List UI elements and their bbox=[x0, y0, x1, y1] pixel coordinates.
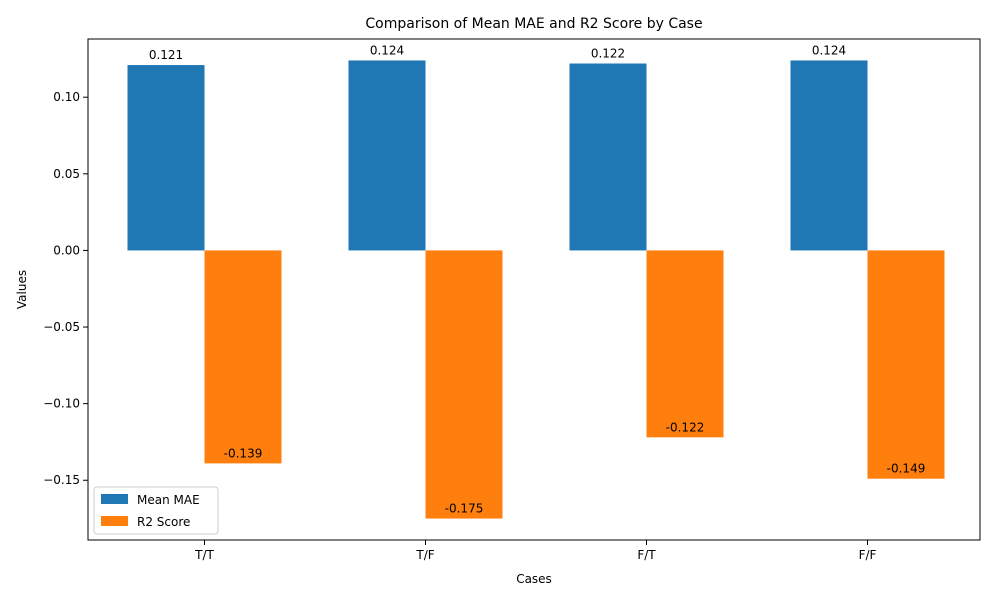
bar-r2-score-0 bbox=[204, 250, 282, 464]
bar-mean-mae-0 bbox=[127, 65, 205, 251]
bar-r2-score-1 bbox=[425, 250, 503, 519]
data-label-mean-mae-2: 0.122 bbox=[591, 47, 625, 61]
y-tick-label: −0.05 bbox=[43, 320, 80, 334]
y-tick-label: 0.10 bbox=[53, 90, 80, 104]
data-label-mean-mae-3: 0.124 bbox=[812, 43, 846, 57]
y-tick-label: 0.05 bbox=[53, 167, 80, 181]
data-label-r2-score-3: -0.149 bbox=[887, 462, 926, 476]
legend-label-mean-mae: Mean MAE bbox=[137, 493, 200, 507]
x-axis-label: Cases bbox=[516, 572, 552, 586]
x-tick-label: F/F bbox=[859, 548, 877, 562]
data-label-r2-score-0: -0.139 bbox=[224, 446, 263, 460]
bar-r2-score-2 bbox=[646, 250, 724, 438]
x-tick-label: T/F bbox=[415, 548, 434, 562]
bar-mean-mae-3 bbox=[790, 60, 868, 251]
data-label-r2-score-1: -0.175 bbox=[445, 502, 484, 516]
legend-label-r2-score: R2 Score bbox=[137, 515, 190, 529]
y-axis-label: Values bbox=[15, 270, 29, 309]
y-tick-label: −0.15 bbox=[43, 473, 80, 487]
y-tick-label: 0.00 bbox=[53, 243, 80, 257]
data-label-mean-mae-0: 0.121 bbox=[149, 48, 183, 62]
data-labels-layer: 0.121 0.124 0.122 0.124 -0.139 -0.175 -0.122 -0… bbox=[149, 43, 926, 515]
bar-mean-mae-1 bbox=[348, 60, 426, 251]
legend-swatch-r2-score bbox=[101, 516, 128, 526]
legend-swatch-mean-mae bbox=[101, 494, 128, 504]
bar-r2-score-3 bbox=[867, 250, 945, 479]
chart-title: Comparison of Mean MAE and R2 Score by C… bbox=[365, 16, 702, 32]
y-tick-label: −0.10 bbox=[43, 397, 80, 411]
legend: Mean MAE R2 Score bbox=[93, 486, 219, 535]
plot-frame bbox=[87, 38, 981, 541]
data-label-mean-mae-1: 0.124 bbox=[370, 43, 404, 57]
x-tick-label: F/T bbox=[637, 548, 656, 562]
x-axis-ticks: T/T T/F F/T F/F bbox=[194, 540, 877, 562]
y-axis-ticks: 0.10 0.05 0.00 −0.05 −0.10 −0.15 bbox=[43, 90, 88, 487]
data-label-r2-score-2: -0.122 bbox=[666, 420, 705, 434]
bars-layer bbox=[127, 60, 945, 519]
bar-mean-mae-2 bbox=[569, 63, 647, 251]
x-tick-label: T/T bbox=[194, 548, 214, 562]
